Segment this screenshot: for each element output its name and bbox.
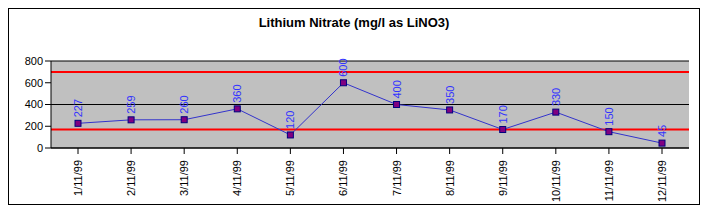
svg-text:45: 45	[656, 125, 668, 137]
svg-text:170: 170	[497, 105, 509, 123]
svg-text:6/11/99: 6/11/99	[337, 160, 349, 196]
svg-text:10/11/99: 10/11/99	[550, 160, 562, 202]
svg-text:12/11/99: 12/11/99	[656, 160, 668, 202]
svg-text:600: 600	[25, 77, 43, 89]
svg-text:259: 259	[125, 95, 137, 113]
svg-text:350: 350	[444, 86, 456, 104]
svg-text:11/11/99: 11/11/99	[603, 160, 615, 201]
svg-text:7/11/99: 7/11/99	[391, 160, 403, 196]
svg-text:9/11/99: 9/11/99	[497, 160, 509, 196]
svg-text:227: 227	[72, 99, 84, 117]
svg-text:8/11/99: 8/11/99	[444, 160, 456, 196]
svg-text:2/11/99: 2/11/99	[125, 160, 137, 196]
svg-text:0: 0	[37, 142, 43, 154]
svg-text:600: 600	[337, 58, 349, 76]
svg-text:4/11/99: 4/11/99	[231, 160, 243, 196]
svg-text:200: 200	[25, 120, 43, 132]
svg-text:400: 400	[391, 80, 403, 98]
svg-text:330: 330	[550, 88, 562, 106]
svg-text:260: 260	[178, 95, 190, 113]
html-text:Lithium Nitrate (mg/l as LiNO3: Lithium Nitrate (mg/l as LiNO3)	[258, 15, 450, 30]
svg-text:3/11/99: 3/11/99	[178, 160, 190, 196]
svg-text:400: 400	[25, 98, 43, 110]
svg-text:1/11/99: 1/11/99	[72, 160, 84, 196]
svg-text:800: 800	[25, 55, 43, 67]
svg-text:5/11/99: 5/11/99	[284, 160, 296, 196]
svg-text:360: 360	[231, 84, 243, 102]
svg-text:150: 150	[603, 107, 615, 125]
svg-text:120: 120	[284, 111, 296, 129]
